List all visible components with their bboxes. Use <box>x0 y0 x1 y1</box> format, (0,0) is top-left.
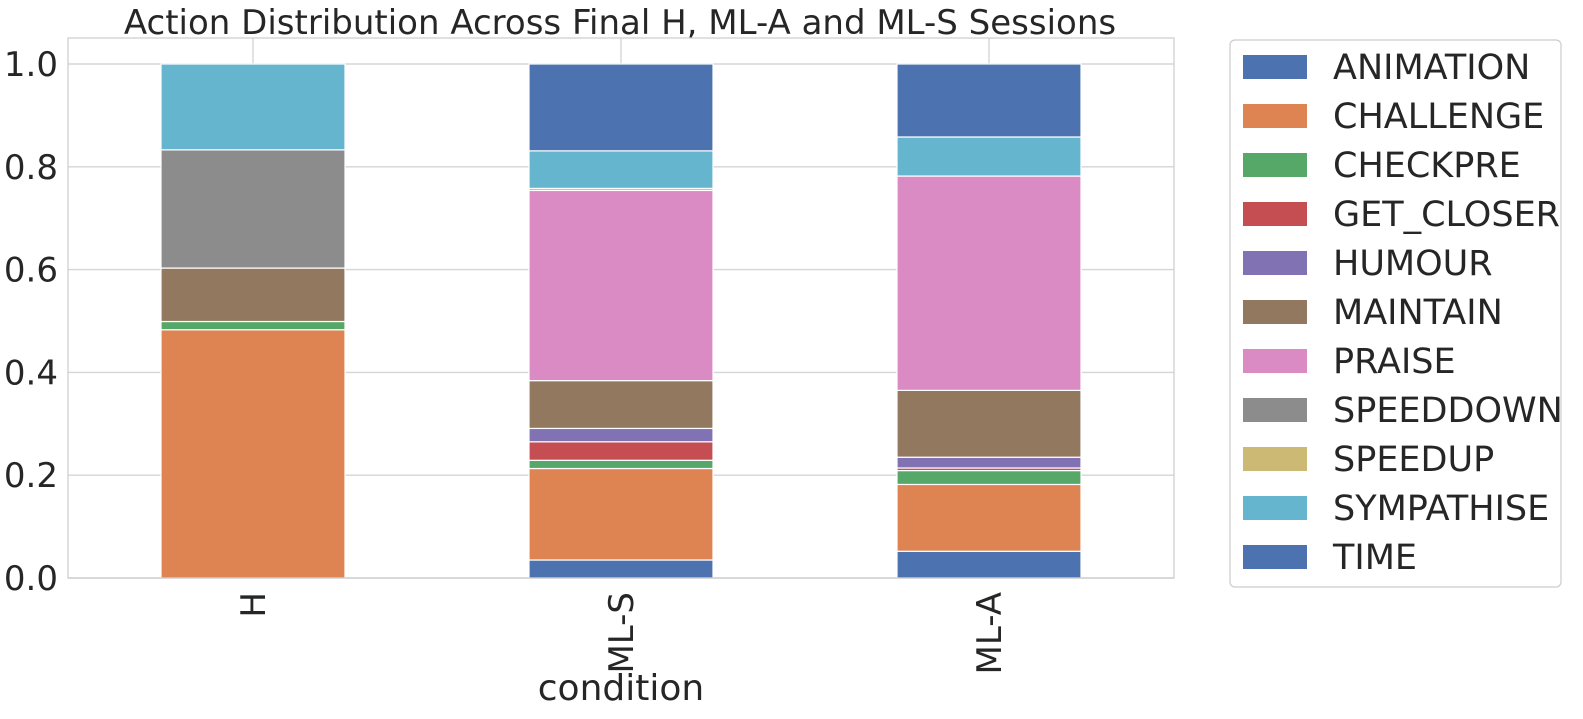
x-tick-label-ml-s: ML-S <box>602 592 642 674</box>
bar-ml-s-time <box>528 559 714 579</box>
bar-h-maintain <box>160 267 346 323</box>
x-tick-label-ml-a: ML-A <box>970 592 1010 674</box>
legend-swatch-checkpre <box>1243 153 1307 177</box>
plot-frame <box>67 37 1175 579</box>
bar-ml-s-maintain <box>528 380 714 430</box>
y-tick-label-0-8: 0.8 <box>4 148 58 188</box>
y-tick-label-1-0: 1.0 <box>4 45 58 85</box>
legend-label-animation: ANIMATION <box>1333 48 1530 88</box>
x-axis-label: condition <box>538 668 704 709</box>
legend-label-maintain: MAINTAIN <box>1333 293 1503 333</box>
legend-label-challenge: CHALLENGE <box>1333 97 1544 137</box>
bar-ml-a-sympathise <box>896 136 1082 177</box>
y-tick-label-0-6: 0.6 <box>4 251 58 291</box>
legend-swatch-sympathise <box>1243 496 1307 520</box>
bar-ml-a-praise <box>896 175 1082 391</box>
bar-ml-a-humour <box>896 456 1082 469</box>
legend-swatch-speeddown <box>1243 398 1307 422</box>
bar-ml-a-challenge <box>896 483 1082 552</box>
bar-ml-s-challenge <box>528 467 714 561</box>
legend-swatch-humour <box>1243 251 1307 275</box>
chart-title: Action Distribution Across Final H, ML-A… <box>124 3 1116 43</box>
legend-swatch-praise <box>1243 349 1307 373</box>
y-tick-label-0-0: 0.0 <box>4 559 58 599</box>
bar-h-checkpre <box>160 320 346 331</box>
bar-h-speeddown <box>160 149 346 269</box>
bar-ml-s-get-closer <box>528 441 714 461</box>
legend-label-time: TIME <box>1332 538 1417 578</box>
bar-ml-a-time <box>896 550 1082 579</box>
x-tick-label-h: H <box>234 592 274 618</box>
legend-frame <box>1229 39 1562 588</box>
legend-label-sympathise: SYMPATHISE <box>1333 489 1549 529</box>
bar-ml-s-humour <box>528 427 714 443</box>
legend-swatch-time <box>1243 545 1307 569</box>
y-tick-label-0-4: 0.4 <box>4 353 58 393</box>
legend-label-praise: PRAISE <box>1333 342 1456 382</box>
bar-ml-s-praise <box>528 189 714 382</box>
bar-ml-s-animation <box>528 63 714 152</box>
bar-ml-s-checkpre <box>528 459 714 470</box>
y-tick-label-0-2: 0.2 <box>4 456 58 496</box>
y-axis-ticks: 0.0 0.2 0.4 0.6 0.8 1.0 <box>4 45 58 599</box>
legend-label-speedup: SPEEDUP <box>1333 440 1494 480</box>
bar-ml-a-maintain <box>896 389 1082 458</box>
legend-swatch-challenge <box>1243 104 1307 128</box>
legend-label-checkpre: CHECKPRE <box>1333 146 1521 186</box>
legend-swatch-animation <box>1243 55 1307 79</box>
x-axis-ticks: H ML-S ML-A <box>234 592 1010 674</box>
bar-ml-a-animation <box>896 63 1082 138</box>
legend-label-humour: HUMOUR <box>1333 244 1493 284</box>
bar-ml-a-checkpre <box>896 469 1082 486</box>
bar-ml-s-sympathise <box>528 150 714 189</box>
bars <box>160 63 1082 579</box>
bar-h-sympathise <box>160 63 346 151</box>
bar-h-challenge <box>160 329 346 579</box>
legend-label-speeddown: SPEEDDOWN <box>1333 391 1563 431</box>
legend-swatch-get-closer <box>1243 202 1307 226</box>
legend-label-get-closer: GET_CLOSER <box>1333 195 1560 235</box>
legend: ANIMATION CHALLENGE CHECKPRE GET_CLOSER HUMO… <box>1229 39 1563 588</box>
legend-swatch-speedup <box>1243 447 1307 471</box>
legend-swatch-maintain <box>1243 300 1307 324</box>
